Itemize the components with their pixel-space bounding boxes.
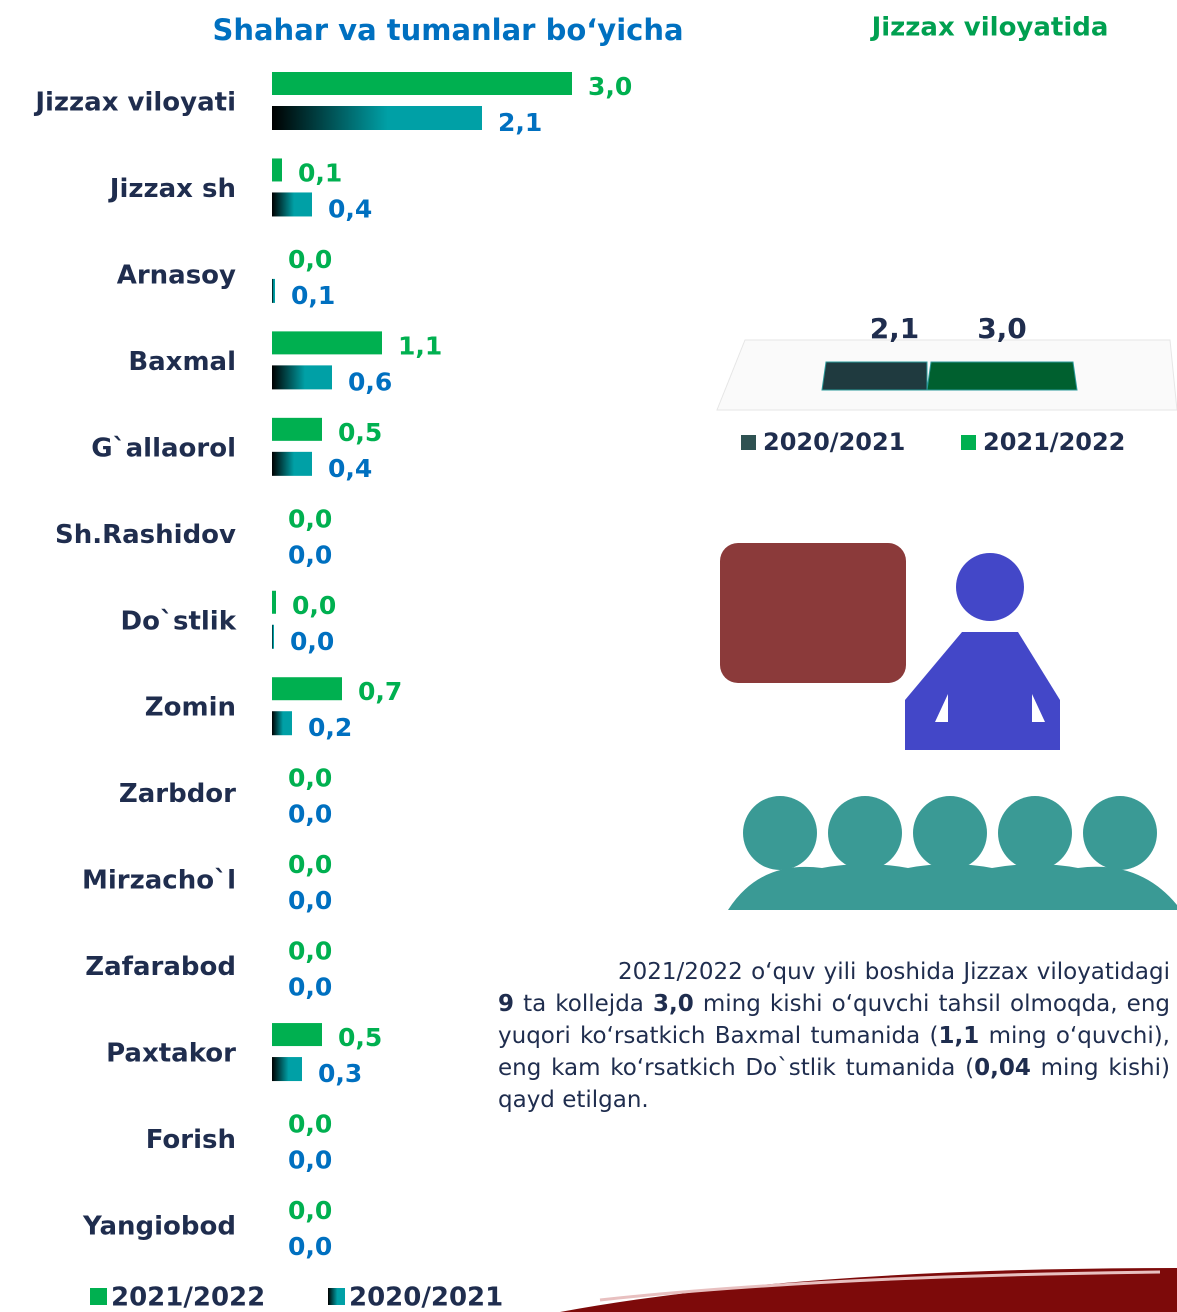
value-label: 0,3	[318, 1059, 362, 1088]
decoration	[560, 1268, 1177, 1312]
value-label: 0,0	[288, 937, 332, 966]
bar	[272, 72, 572, 95]
value-label: 0,0	[288, 540, 332, 569]
legend-swatch	[741, 435, 756, 450]
bold-figure: 9	[498, 991, 515, 1017]
bar	[272, 106, 482, 130]
legend-label: 2020/2021	[763, 428, 905, 456]
bold-figure: 3,0	[652, 991, 694, 1017]
category-label: Zarbdor	[119, 779, 236, 809]
category-label: Zafarabod	[85, 952, 236, 982]
value-label: 0,7	[358, 677, 402, 706]
value-label: 3,0	[588, 72, 632, 101]
category-label: Yangiobod	[82, 1211, 236, 1241]
value-label: 0,0	[288, 800, 332, 829]
text-run: ming kishi o‘quvchi tahsil olmoqda, eng …	[498, 991, 1170, 1049]
legend-swatch	[961, 435, 976, 450]
value-label: 0,0	[288, 973, 332, 1002]
bar	[272, 417, 322, 441]
category-label: G`allaorol	[91, 433, 236, 463]
text-run: ming o‘quvchi), eng kam ko‘rsatkich Do`s…	[498, 1023, 1170, 1081]
bold-figure: 0,04	[974, 1055, 1031, 1081]
category-label: Arnasoy	[117, 260, 236, 290]
text-run: 2021/2022 o‘quv yili boshida Jizzax vilo…	[618, 959, 1170, 985]
value-label: 0,5	[338, 418, 382, 447]
chart-title: Jizzax viloyatida	[870, 13, 1109, 43]
value-label: 2,1	[870, 312, 920, 345]
bar	[272, 331, 382, 355]
board	[720, 543, 906, 683]
bar	[272, 590, 276, 614]
teacher-body	[905, 632, 1060, 750]
bar	[272, 192, 312, 217]
legend-label: 2020/2021	[349, 1283, 503, 1312]
bar-segment	[821, 361, 928, 391]
value-label: 0,0	[290, 627, 334, 656]
value-label: 0,0	[288, 504, 332, 533]
text-run: ming kishi) qayd etilgan.	[498, 1055, 1170, 1113]
category-label: Forish	[146, 1125, 236, 1155]
paragraph: 2021/2022 o‘quv yili boshida Jizzax vilo…	[498, 956, 1170, 1116]
value-label: 0,0	[288, 1232, 332, 1261]
decoration	[599, 1270, 1161, 1302]
category-label: Do`stlik	[121, 606, 237, 636]
chart-title: Shahar va tumanlar bo‘yicha	[212, 13, 683, 47]
value-label: 0,6	[348, 367, 392, 396]
value-label: 1,1	[398, 331, 442, 360]
bar	[272, 158, 282, 182]
legend-label: 2021/2022	[111, 1283, 265, 1312]
legend-label: 2021/2022	[983, 428, 1125, 456]
value-label: 0,0	[292, 591, 336, 620]
bar-segment	[926, 361, 1078, 391]
bar	[272, 711, 292, 736]
bar	[272, 278, 275, 303]
value-label: 3,0	[977, 312, 1027, 345]
bar	[272, 677, 342, 701]
value-label: 0,0	[288, 1146, 332, 1175]
audience	[728, 796, 1177, 910]
value-label: 0,2	[308, 713, 352, 742]
category-label: Mirzacho`l	[82, 866, 236, 896]
bold-figure: 1,1	[938, 1023, 980, 1049]
teacher-head	[956, 553, 1024, 621]
value-label: 0,0	[288, 245, 332, 274]
value-label: 0,0	[288, 1110, 332, 1139]
bar	[272, 451, 312, 476]
teacher-arms	[935, 694, 1045, 722]
value-label: 0,0	[288, 886, 332, 915]
value-label: 0,1	[291, 281, 335, 310]
bar	[272, 1023, 322, 1047]
category-label: Jizzax sh	[108, 174, 236, 204]
bar	[272, 365, 332, 390]
value-label: 0,4	[328, 454, 372, 483]
value-label: 0,1	[298, 158, 342, 187]
legend-swatch	[90, 1288, 107, 1305]
value-label: 0,0	[288, 764, 332, 793]
category-label: Paxtakor	[106, 1039, 236, 1069]
category-label: Baxmal	[128, 347, 236, 377]
value-label: 0,0	[288, 850, 332, 879]
bar	[272, 624, 274, 649]
legend-swatch	[328, 1288, 345, 1305]
value-label: 0,4	[328, 194, 372, 223]
bar	[272, 1057, 302, 1082]
value-label: 0,5	[338, 1023, 382, 1052]
category-label: Sh.Rashidov	[55, 520, 236, 550]
value-label: 2,1	[498, 108, 542, 137]
value-label: 0,0	[288, 1196, 332, 1225]
category-label: Jizzax viloyati	[33, 88, 236, 118]
text-run: ta kollejda	[514, 991, 653, 1017]
category-label: Zomin	[145, 693, 236, 723]
